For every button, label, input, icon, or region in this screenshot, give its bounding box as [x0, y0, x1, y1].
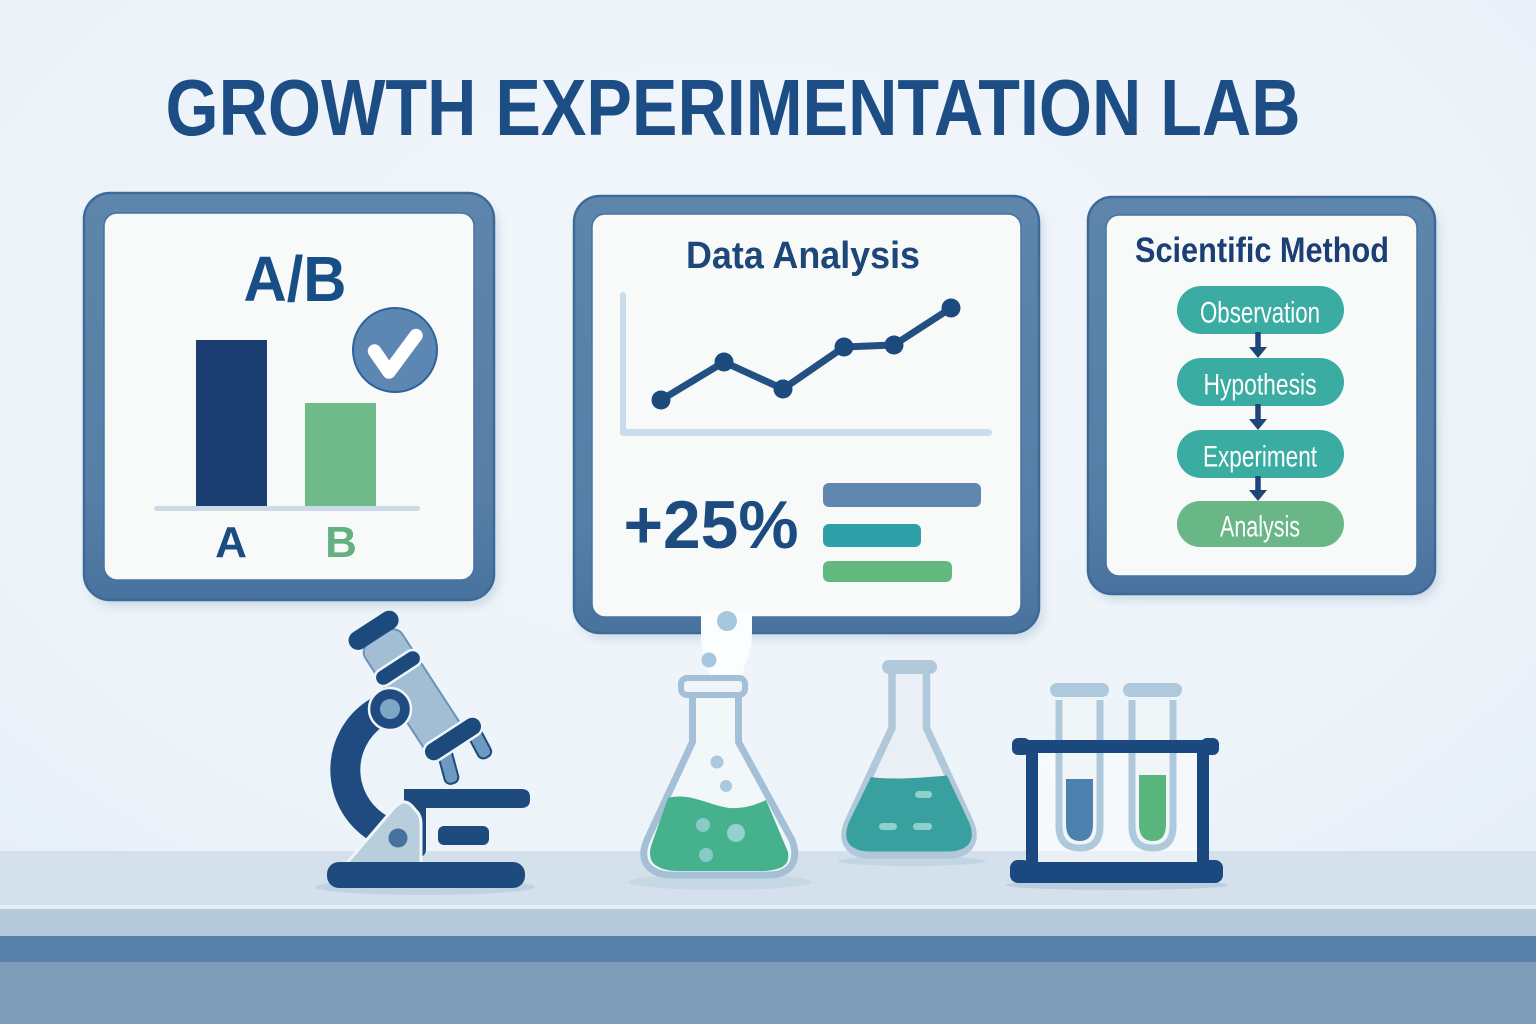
svg-text:B: B	[325, 518, 357, 567]
svg-text:Data Analysis: Data Analysis	[686, 235, 920, 277]
svg-text:Analysis: Analysis	[1220, 511, 1300, 544]
svg-text:+25%: +25%	[624, 487, 799, 563]
svg-text:Hypothesis: Hypothesis	[1204, 369, 1317, 402]
svg-text:Observation: Observation	[1200, 297, 1320, 330]
svg-text:Scientific Method: Scientific Method	[1135, 231, 1389, 270]
svg-text:GROWTH EXPERIMENTATION LAB: GROWTH EXPERIMENTATION LAB	[166, 63, 1301, 152]
svg-text:A/B: A/B	[244, 243, 347, 315]
svg-text:A: A	[215, 518, 247, 567]
svg-text:Experiment: Experiment	[1203, 441, 1317, 474]
